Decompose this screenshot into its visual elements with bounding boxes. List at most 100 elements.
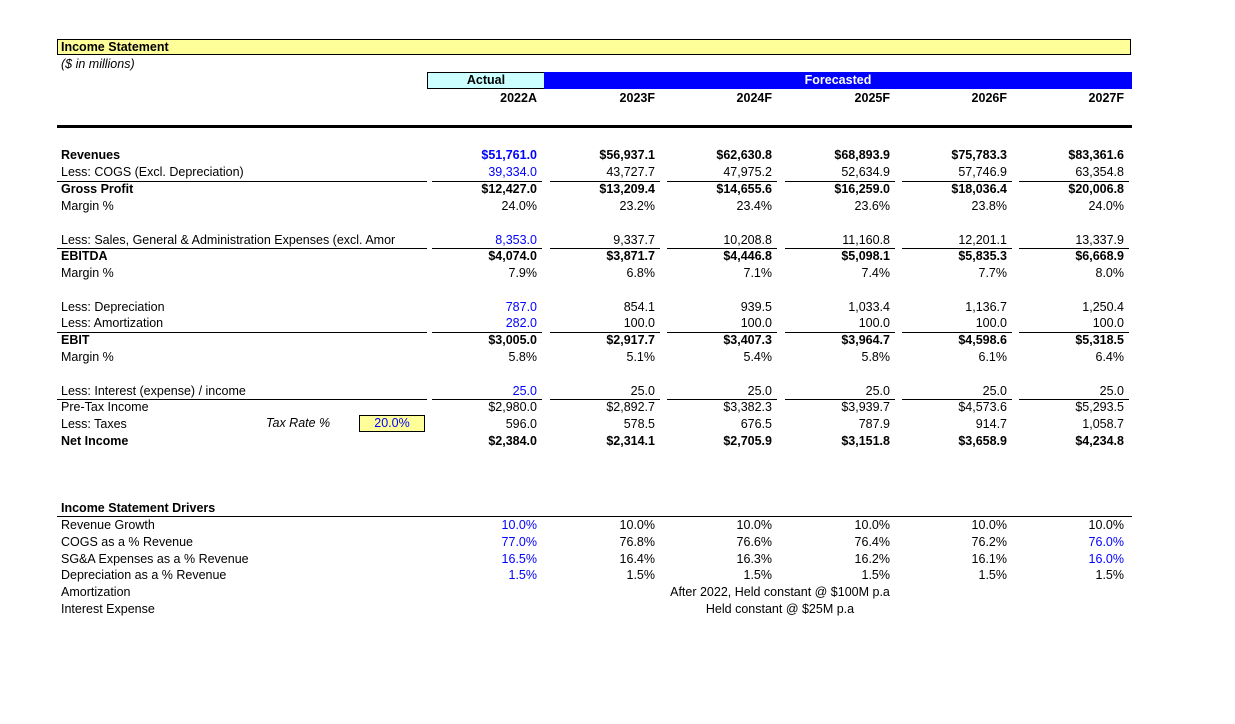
- value-cell: 25.0: [1099, 384, 1124, 398]
- driver-cell: 76.6%: [736, 535, 772, 549]
- cell-rule: [667, 399, 777, 400]
- driver-cell: 16.0%: [1088, 552, 1124, 566]
- value-cell: 10,208.8: [723, 233, 772, 247]
- row-rule: [57, 248, 427, 249]
- value-cell: 7.9%: [508, 266, 538, 280]
- row-rule: [57, 332, 427, 333]
- cell-rule: [902, 248, 1012, 249]
- row-label: Revenues: [61, 148, 121, 162]
- value-cell: 100.0: [858, 316, 890, 330]
- value-cell: 23.2%: [619, 199, 655, 213]
- value-cell: 13,337.9: [1075, 233, 1124, 247]
- forecast-header: Forecasted: [544, 72, 1132, 89]
- units-subtitle: ($ in millions): [61, 57, 135, 71]
- cell-rule: [432, 248, 542, 249]
- value-cell: $2,980.0: [488, 400, 537, 414]
- value-cell: 6.8%: [626, 266, 656, 280]
- cell-rule: [1019, 248, 1129, 249]
- value-cell: $2,314.1: [606, 434, 655, 448]
- value-cell: $20,006.8: [1068, 182, 1124, 196]
- cell-rule: [667, 181, 777, 182]
- value-cell: 23.6%: [854, 199, 890, 213]
- value-cell: 57,746.9: [958, 165, 1007, 179]
- value-cell: 5.4%: [743, 350, 773, 364]
- value-cell: $3,871.7: [606, 249, 655, 263]
- tax-rate-input[interactable]: 20.0%: [359, 415, 425, 432]
- cell-rule: [1019, 399, 1129, 400]
- value-cell: 24.0%: [501, 199, 537, 213]
- value-cell: $6,668.9: [1075, 249, 1124, 263]
- value-cell: 47,975.2: [723, 165, 772, 179]
- row-label: EBIT: [61, 333, 90, 347]
- driver-cell: 16.1%: [971, 552, 1007, 566]
- value-cell: 5.1%: [626, 350, 656, 364]
- value-cell: 11,160.8: [842, 233, 890, 247]
- driver-cell: 76.0%: [1088, 535, 1124, 549]
- year-label: 2023F: [619, 91, 655, 105]
- value-cell: 23.8%: [971, 199, 1007, 213]
- cell-rule: [667, 332, 777, 333]
- driver-cell: 10.0%: [854, 518, 890, 532]
- value-cell: $3,407.3: [723, 333, 772, 347]
- cell-rule: [550, 332, 660, 333]
- value-cell: $2,384.0: [488, 434, 537, 448]
- driver-cell: 1.5%: [978, 568, 1008, 582]
- header-divider: [57, 125, 1132, 128]
- value-cell: 578.5: [623, 417, 655, 431]
- year-label: 2026F: [971, 91, 1007, 105]
- amortization-note: After 2022, Held constant @ $100M p.a: [670, 585, 890, 599]
- value-cell: 100.0: [623, 316, 655, 330]
- value-cell: 787.9: [858, 417, 890, 431]
- tax-rate-label: Tax Rate %: [266, 416, 331, 430]
- driver-cell: 1.5%: [861, 568, 891, 582]
- cell-rule: [550, 399, 660, 400]
- drivers-title: Income Statement Drivers: [61, 501, 216, 515]
- cell-rule: [902, 181, 1012, 182]
- value-cell: 1,136.7: [965, 300, 1007, 314]
- value-cell: $3,658.9: [958, 434, 1007, 448]
- value-cell: $5,318.5: [1075, 333, 1124, 347]
- actual-header: Actual: [427, 72, 545, 89]
- value-cell: $3,005.0: [488, 333, 537, 347]
- row-label: Less: Sales, General & Administration Ex…: [61, 233, 396, 247]
- value-cell: 100.0: [975, 316, 1007, 330]
- driver-cell: 16.4%: [619, 552, 655, 566]
- driver-label: Revenue Growth: [61, 518, 155, 532]
- driver-cell: 76.4%: [854, 535, 890, 549]
- row-label: Pre-Tax Income: [61, 400, 149, 414]
- value-cell: $3,382.3: [723, 400, 772, 414]
- cell-rule: [432, 399, 542, 400]
- value-cell: 25.0: [512, 384, 537, 398]
- value-cell: 1,058.7: [1082, 417, 1124, 431]
- value-cell: 25.0: [747, 384, 772, 398]
- cell-rule: [432, 181, 542, 182]
- value-cell: $3,939.7: [841, 400, 890, 414]
- value-cell: $3,964.7: [841, 333, 890, 347]
- row-label: Gross Profit: [61, 182, 134, 196]
- driver-cell: 10.0%: [619, 518, 655, 532]
- cell-rule: [785, 248, 895, 249]
- value-cell: 1,250.4: [1082, 300, 1124, 314]
- value-cell: $4,234.8: [1075, 434, 1124, 448]
- value-cell: 9,337.7: [613, 233, 655, 247]
- value-cell: $56,937.1: [599, 148, 655, 162]
- value-cell: 100.0: [740, 316, 772, 330]
- value-cell: 1,033.4: [848, 300, 890, 314]
- statement-title: Income Statement: [57, 39, 1131, 55]
- driver-label: SG&A Expenses as a % Revenue: [61, 552, 249, 566]
- value-cell: 282.0: [505, 316, 537, 330]
- value-cell: 939.5: [740, 300, 772, 314]
- cell-rule: [432, 332, 542, 333]
- interest-note: Held constant @ $25M p.a: [705, 602, 855, 616]
- row-rule: [57, 399, 427, 400]
- value-cell: $5,293.5: [1075, 400, 1124, 414]
- value-cell: $12,427.0: [481, 182, 537, 196]
- value-cell: 7.7%: [978, 266, 1008, 280]
- value-cell: $68,893.9: [834, 148, 890, 162]
- driver-label: Amortization: [61, 585, 131, 599]
- value-cell: $2,892.7: [606, 400, 655, 414]
- driver-cell: 77.0%: [501, 535, 537, 549]
- value-cell: 63,354.8: [1075, 165, 1124, 179]
- row-label: Margin %: [61, 199, 114, 213]
- value-cell: $13,209.4: [599, 182, 655, 196]
